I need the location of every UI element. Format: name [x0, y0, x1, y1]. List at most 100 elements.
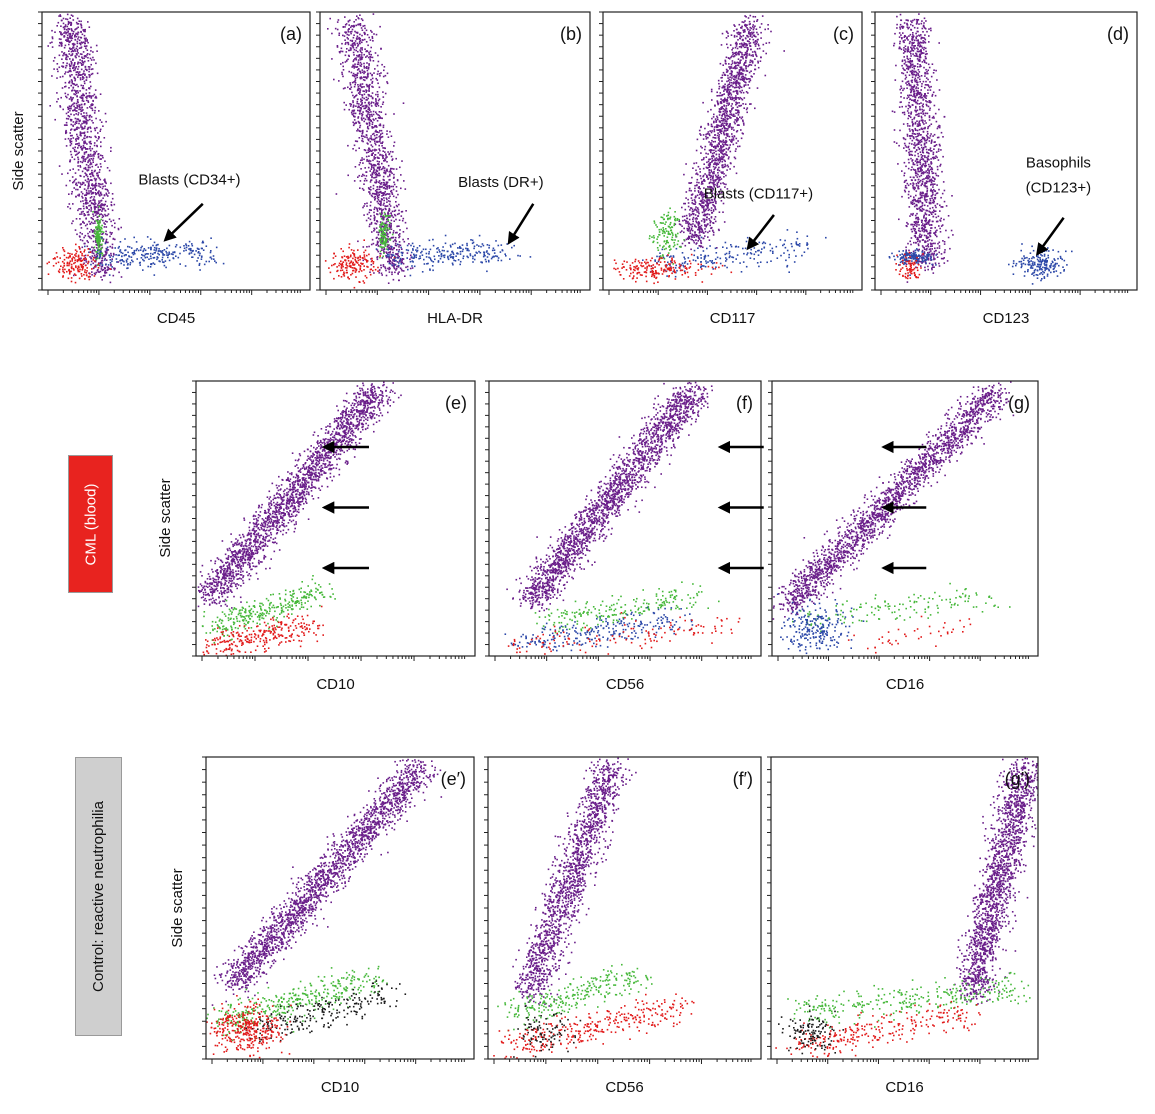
data-point — [358, 103, 360, 105]
data-point — [109, 256, 111, 258]
data-point — [80, 111, 82, 113]
data-point — [371, 165, 373, 167]
data-point — [361, 47, 363, 49]
data-point — [61, 51, 63, 53]
data-point — [344, 87, 346, 89]
data-point — [365, 150, 367, 152]
data-point — [442, 250, 444, 252]
data-point — [359, 113, 361, 115]
data-point — [357, 117, 359, 119]
data-point — [59, 67, 61, 69]
data-point — [416, 254, 418, 256]
data-point — [59, 38, 61, 40]
data-point — [365, 105, 367, 107]
data-point — [354, 287, 356, 289]
data-point — [371, 82, 373, 84]
data-point — [73, 106, 75, 108]
data-point — [390, 205, 392, 207]
data-point — [725, 89, 727, 91]
data-point — [745, 74, 747, 76]
data-point — [721, 178, 723, 180]
data-point — [108, 213, 110, 215]
data-point — [401, 248, 403, 250]
data-point — [342, 62, 344, 64]
data-point — [369, 191, 371, 193]
data-point — [78, 266, 80, 268]
data-point — [723, 122, 725, 124]
data-point — [85, 56, 87, 58]
data-point — [110, 268, 112, 270]
data-point — [99, 239, 101, 241]
data-point — [79, 260, 81, 262]
data-point — [455, 255, 457, 257]
data-point — [67, 252, 69, 254]
data-point — [201, 258, 203, 260]
data-point — [750, 45, 752, 47]
data-point — [391, 237, 393, 239]
data-point — [356, 55, 358, 57]
data-point — [74, 36, 76, 38]
data-point — [77, 259, 79, 261]
data-point — [72, 67, 74, 69]
data-point — [92, 51, 94, 53]
data-point — [186, 245, 188, 247]
data-point — [723, 144, 725, 146]
data-point — [368, 155, 370, 157]
data-point — [150, 263, 152, 265]
data-point — [206, 261, 208, 263]
data-point — [736, 45, 738, 47]
data-point — [709, 130, 711, 132]
data-point — [445, 235, 447, 237]
data-point — [363, 260, 365, 262]
data-point — [720, 160, 722, 162]
data-point — [77, 38, 79, 40]
data-point — [131, 247, 133, 249]
data-point — [354, 84, 356, 86]
data-point — [731, 127, 733, 129]
data-point — [357, 110, 359, 112]
data-point — [358, 88, 360, 90]
data-point — [691, 228, 693, 230]
data-point — [119, 218, 121, 220]
data-point — [133, 254, 135, 256]
data-point — [727, 133, 729, 135]
data-point — [728, 95, 730, 97]
data-point — [373, 111, 375, 113]
data-point — [94, 128, 96, 130]
data-point — [94, 112, 96, 114]
data-point — [154, 274, 156, 276]
data-point — [86, 137, 88, 139]
data-point — [686, 215, 688, 217]
data-point — [69, 140, 71, 142]
data-point — [366, 135, 368, 137]
data-point — [83, 121, 85, 123]
data-point — [89, 87, 91, 89]
data-point — [75, 57, 77, 59]
data-point — [679, 221, 681, 223]
data-point — [84, 249, 86, 251]
data-point — [51, 30, 53, 32]
data-point — [375, 144, 377, 146]
data-point — [391, 246, 393, 248]
data-point — [754, 58, 756, 60]
data-point — [739, 37, 741, 39]
data-point — [165, 267, 167, 269]
data-point — [102, 155, 104, 157]
data-point — [341, 265, 343, 267]
data-point — [74, 159, 76, 161]
data-point — [360, 180, 362, 182]
data-point — [110, 255, 112, 257]
data-point — [52, 36, 54, 38]
data-point — [83, 70, 85, 72]
data-point — [375, 103, 377, 105]
data-point — [739, 86, 741, 88]
data-point — [357, 77, 359, 79]
data-point — [359, 137, 361, 139]
data-point — [384, 244, 386, 246]
data-point — [363, 246, 365, 248]
data-point — [382, 91, 384, 93]
data-point — [90, 176, 92, 178]
data-point — [80, 31, 82, 33]
data-point — [379, 238, 381, 240]
